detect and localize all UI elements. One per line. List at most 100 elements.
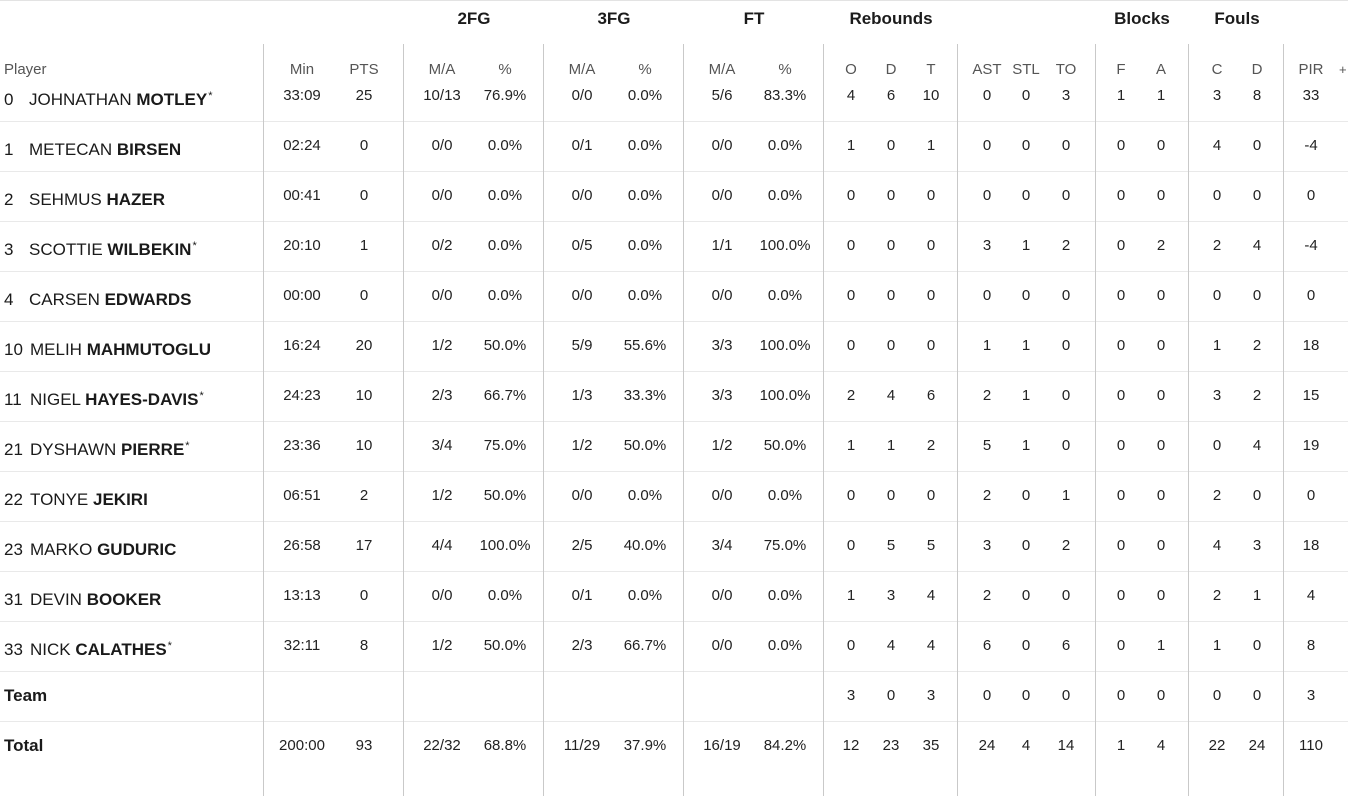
player-last-name[interactable]: EDWARDS — [104, 290, 192, 309]
cell-steals: 1 — [1021, 337, 1031, 354]
cell-off-rebounds: 0 — [846, 287, 856, 304]
cell-off-rebounds: 0 — [846, 187, 856, 204]
col-header-2fg-percent[interactable]: % — [498, 61, 512, 78]
more-columns-icon[interactable]: + — [1339, 62, 1347, 77]
col-header-off-rebounds[interactable]: O — [845, 61, 857, 78]
cell-assists: 3 — [982, 537, 992, 554]
col-header-pir[interactable]: PIR — [1298, 61, 1324, 78]
player-cell[interactable]: 10 MELIH MAHMUTOGLU — [4, 321, 254, 371]
cell-fouls-committed: 0 — [1212, 287, 1222, 304]
cell-3fg-made-attempted: 1/3 — [571, 387, 593, 404]
starter-marker: * — [199, 390, 204, 402]
cell-fouls-committed: 0 — [1212, 687, 1222, 704]
player-last-name[interactable]: PIERRE — [121, 440, 185, 459]
player-cell[interactable]: 3 SCOTTIE WILBEKIN* — [4, 221, 254, 271]
cell-turnovers: 1 — [1061, 487, 1071, 504]
player-last-name[interactable]: JEKIRI — [93, 490, 148, 509]
player-cell[interactable]: 2 SEHMUS HAZER — [4, 171, 254, 221]
cell-off-rebounds: 0 — [846, 237, 856, 254]
col-header-min[interactable]: Min — [289, 61, 315, 78]
player-first-name: NICK — [30, 640, 71, 659]
cell-steals: 0 — [1021, 287, 1031, 304]
cell-pir: 15 — [1302, 387, 1320, 404]
col-header-fouls-committed[interactable]: C — [1211, 61, 1223, 78]
cell-blocks-against: 0 — [1156, 487, 1166, 504]
cell-ft-percent: 0.0% — [767, 287, 803, 304]
starter-marker: * — [167, 640, 172, 652]
cell-turnovers: 6 — [1061, 637, 1071, 654]
cell-2fg-percent: 50.0% — [483, 337, 527, 354]
starter-marker: * — [192, 240, 197, 252]
cell-blocks-against: 4 — [1156, 737, 1166, 754]
cell-fouls-committed: 3 — [1212, 387, 1222, 404]
player-first-name: NIGEL — [30, 390, 81, 409]
player-cell[interactable]: 4 CARSEN EDWARDS — [4, 271, 254, 321]
col-header-blocks-against[interactable]: A — [1155, 61, 1166, 78]
cell-blocks-for: 1 — [1116, 87, 1126, 104]
player-cell[interactable]: 1 METECAN BIRSEN — [4, 121, 254, 171]
col-header-fouls-drawn[interactable]: D — [1251, 61, 1263, 78]
player-last-name[interactable]: MOTLEY — [136, 90, 208, 109]
cell-turnovers: 0 — [1061, 687, 1071, 704]
cell-ft-made-attempted: 3/3 — [711, 387, 733, 404]
col-header-ft-percent[interactable]: % — [778, 61, 792, 78]
cell-total-rebounds: 5 — [926, 537, 936, 554]
cell-ft-made-attempted: 3/4 — [711, 537, 733, 554]
player-cell[interactable]: 11 NIGEL HAYES-DAVIS* — [4, 371, 254, 421]
player-last-name[interactable]: BOOKER — [86, 590, 162, 609]
cell-2fg-percent: 0.0% — [487, 287, 523, 304]
col-header-2fg-made-attempted[interactable]: M/A — [428, 61, 456, 78]
cell-blocks-for: 0 — [1116, 187, 1126, 204]
player-cell[interactable]: 23 MARKO GUDURIC — [4, 521, 254, 571]
cell-fouls-committed: 22 — [1208, 737, 1226, 754]
player-first-name: JOHNATHAN — [29, 90, 132, 109]
player-cell[interactable]: 0 JOHNATHAN MOTLEY* — [4, 71, 254, 121]
col-header-ft-made-attempted[interactable]: M/A — [708, 61, 736, 78]
table-row: 21 DYSHAWN PIERRE* 23:36 10 3/4 75.0% 1/2 50.0%… — [0, 421, 1348, 472]
col-header-assists[interactable]: AST — [972, 61, 1002, 78]
cell-ft-made-attempted: 0/0 — [711, 137, 733, 154]
player-last-name[interactable]: WILBEKIN — [107, 240, 192, 259]
player-last-name[interactable]: HAYES-DAVIS — [85, 390, 199, 409]
cell-pir: 110 — [1299, 737, 1323, 754]
cell-assists: 6 — [982, 637, 992, 654]
player-cell[interactable]: 22 TONYE JEKIRI — [4, 471, 254, 521]
cell-ft-percent: 0.0% — [767, 637, 803, 654]
col-header-pts[interactable]: PTS — [349, 61, 379, 78]
cell-ft-made-attempted: 5/6 — [711, 87, 733, 104]
player-last-name[interactable]: HAZER — [106, 190, 166, 209]
player-number: 21 — [4, 440, 23, 459]
player-last-name[interactable]: MAHMUTOGLU — [86, 340, 212, 359]
player-cell[interactable]: 33 NICK CALATHES* — [4, 621, 254, 671]
cell-pir: 18 — [1302, 537, 1320, 554]
col-header-total-rebounds[interactable]: T — [926, 61, 936, 78]
player-last-name[interactable]: CALATHES — [75, 640, 167, 659]
col-header-blocks-for[interactable]: F — [1116, 61, 1126, 78]
col-header-3fg-percent[interactable]: % — [638, 61, 652, 78]
cell-ft-percent: 50.0% — [763, 437, 807, 454]
player-cell[interactable]: 21 DYSHAWN PIERRE* — [4, 421, 254, 471]
table-row: 4 CARSEN EDWARDS 00:00 0 0/0 0.0% 0/0 0.0% 0/0 0.… — [0, 271, 1348, 322]
col-header-steals[interactable]: STL — [1012, 61, 1040, 78]
player-number: 23 — [4, 540, 23, 559]
table-row: 33 NICK CALATHES* 32:11 8 1/2 50.0% 2/3 66.7% 0/… — [0, 621, 1348, 672]
col-header-def-rebounds[interactable]: D — [885, 61, 897, 78]
cell-fouls-drawn: 8 — [1252, 87, 1262, 104]
cell-blocks-for: 0 — [1116, 287, 1126, 304]
cell-blocks-for: 0 — [1116, 537, 1126, 554]
column-divider — [1283, 44, 1284, 796]
cell-pts: 17 — [355, 537, 373, 554]
col-header-turnovers[interactable]: TO — [1055, 61, 1077, 78]
cell-ft-percent: 100.0% — [759, 387, 811, 404]
col-header-3fg-made-attempted[interactable]: M/A — [568, 61, 596, 78]
cell-off-rebounds: 1 — [846, 587, 856, 604]
cell-min: 06:51 — [283, 487, 321, 504]
table-row: 0 JOHNATHAN MOTLEY* 33:09 25 10/13 76.9% 0/0 0.… — [0, 71, 1348, 122]
player-last-name[interactable]: BIRSEN — [116, 140, 182, 159]
cell-2fg-made-attempted: 1/2 — [431, 487, 453, 504]
cell-steals: 1 — [1021, 437, 1031, 454]
player-cell[interactable]: 31 DEVIN BOOKER — [4, 571, 254, 621]
cell-turnovers: 0 — [1061, 287, 1071, 304]
cell-blocks-for: 0 — [1116, 437, 1126, 454]
player-last-name[interactable]: GUDURIC — [97, 540, 177, 559]
